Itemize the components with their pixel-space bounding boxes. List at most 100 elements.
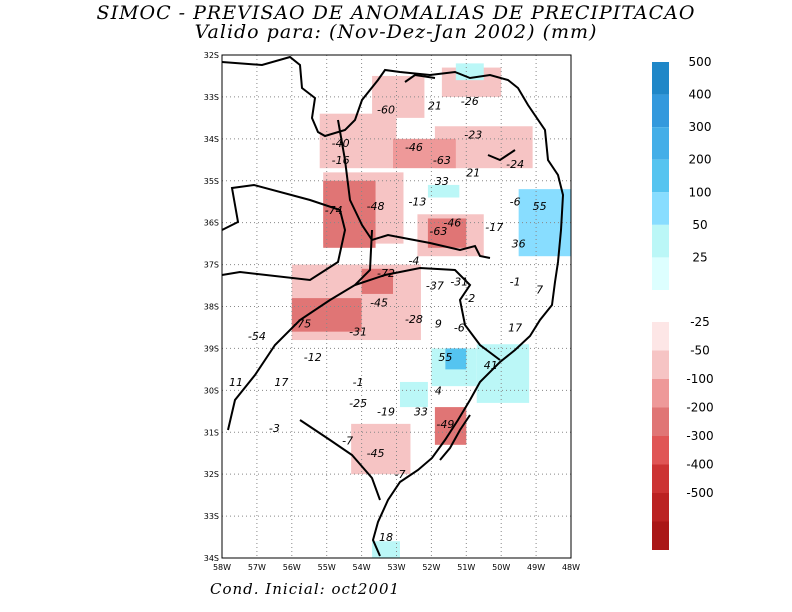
colorbar-swatch	[652, 192, 669, 225]
anomaly-label: 9	[435, 317, 442, 330]
anomaly-label: -37	[426, 280, 444, 293]
colorbar-label: 400	[689, 88, 712, 102]
anomaly-label: -6	[510, 196, 521, 209]
anomaly-label: -28	[405, 313, 423, 326]
anomaly-label: -17	[485, 221, 503, 234]
latitude-tick-labels: 32S 33S 34S 35S 36S 37S 38S 39S 30S 31S 32S 33S 34S	[204, 51, 219, 563]
lon-tick-label: 49W	[527, 563, 545, 572]
anomaly-label: -1	[510, 275, 521, 288]
anomaly-label: -31	[450, 275, 468, 288]
anomaly-label: -45	[370, 296, 388, 309]
colorbar-swatch	[652, 379, 669, 408]
anomaly-label: 33	[414, 405, 428, 418]
anomaly-label: -23	[464, 129, 482, 142]
colorbar-label: 50	[692, 218, 707, 232]
anomaly-cell-13	[427, 184, 460, 198]
lon-tick-label: 52W	[422, 563, 440, 572]
anomaly-label: -45	[367, 447, 385, 460]
initial-condition-footer: Cond. Inicial: oct2001	[210, 580, 401, 598]
colorbar-swatch	[652, 62, 669, 95]
anomaly-label: -26	[461, 95, 479, 108]
colorbar-positive: 25 50 100 200 300 400 500	[652, 55, 711, 290]
lon-tick-label: 50W	[492, 563, 510, 572]
anomaly-label: -75	[293, 317, 311, 330]
lat-tick-label: 38S	[204, 303, 219, 312]
colorbar-label: 25	[692, 250, 707, 264]
anomaly-label: -2	[464, 292, 475, 305]
colorbar-label: 200	[689, 153, 712, 167]
colorbar-swatch	[652, 436, 669, 465]
anomaly-label: -7	[395, 468, 406, 481]
colorbar-swatch	[652, 224, 669, 258]
colorbar-label: -200	[686, 401, 713, 415]
political-boundaries	[221, 55, 565, 557]
anomaly-label: -3	[269, 422, 280, 435]
anomaly-label: 17	[508, 321, 522, 334]
anomaly-label: -63	[429, 225, 447, 238]
anomaly-label: -46	[405, 141, 423, 154]
colorbar-label: -500	[686, 486, 713, 500]
anomaly-label: -72	[377, 267, 395, 280]
anomaly-label: 41	[484, 359, 498, 372]
anomaly-label: 4	[435, 384, 442, 397]
lat-tick-label: 33S	[204, 93, 219, 102]
anomaly-cell-17	[476, 344, 530, 403]
anomaly-label: -6	[454, 321, 465, 334]
anomaly-label: 17	[274, 376, 288, 389]
colorbar-label: 500	[689, 55, 712, 69]
anomaly-label: -63	[433, 154, 451, 167]
colorbar-swatch	[652, 257, 669, 290]
colorbar-swatch	[652, 464, 669, 493]
anomaly-label: -54	[248, 330, 266, 343]
lat-tick-label: 35S	[204, 177, 219, 186]
anomaly-label: -40	[332, 137, 350, 150]
lon-tick-label: 55W	[318, 563, 336, 572]
map-title-line-1: SIMOC - PREVISAO DE ANOMALIAS DE PRECIPI…	[96, 2, 696, 24]
colorbar-label: -400	[686, 458, 713, 472]
anomaly-label: 18	[379, 531, 393, 544]
anomaly-label: -31	[349, 326, 367, 339]
lon-tick-label: 58W	[213, 563, 231, 572]
colorbar-label: 300	[689, 120, 712, 134]
colorbar-swatch	[652, 159, 669, 193]
lat-tick-label: 34S	[204, 554, 219, 563]
lat-tick-label: 39S	[204, 344, 219, 353]
anomaly-label: 21	[466, 166, 480, 179]
anomaly-label: 36	[512, 238, 526, 251]
lon-tick-label: 51W	[457, 563, 475, 572]
colorbar-label: -50	[690, 344, 710, 358]
map-frame	[221, 54, 572, 559]
lon-tick-label: 54W	[353, 563, 371, 572]
colorbar-swatch	[652, 493, 669, 522]
anomaly-cell-16	[445, 348, 467, 370]
lat-tick-label: 36S	[204, 219, 219, 228]
anomaly-label: -25	[349, 397, 367, 410]
anomaly-label: -49	[436, 418, 454, 431]
colorbar-swatch	[652, 94, 669, 128]
lon-tick-label: 48W	[562, 563, 580, 572]
colorbar-label: -25	[690, 315, 710, 329]
lat-tick-label: 32S	[204, 51, 219, 60]
anomaly-label: -1	[353, 376, 364, 389]
colorbar-swatch	[652, 407, 669, 436]
lat-tick-label: 30S	[204, 386, 219, 395]
longitude-tick-labels: 58W 57W 56W 55W 54W 53W 52W 51W 50W 49W 48W	[213, 563, 580, 572]
colorbar-swatch	[652, 350, 669, 379]
lat-tick-label: 34S	[204, 135, 219, 144]
colorbar-negative: -25 -50 -100 -200 -300 -400 -500	[652, 315, 714, 550]
anomaly-label: -7	[342, 435, 353, 448]
anomaly-label: 21	[428, 99, 442, 112]
anomaly-cell-18	[399, 381, 428, 408]
anomaly-label: -12	[304, 351, 322, 364]
anomaly-label: 55	[533, 200, 547, 213]
colorbar-label: -300	[686, 429, 713, 443]
lon-tick-label: 56W	[283, 563, 301, 572]
anomaly-cell-4	[393, 138, 456, 169]
colorbar-label: 100	[689, 185, 712, 199]
lat-tick-label: 33S	[204, 512, 219, 521]
colorbar-label: -100	[686, 372, 713, 386]
lon-tick-label: 57W	[248, 563, 266, 572]
anomaly-label: 7	[536, 284, 543, 297]
